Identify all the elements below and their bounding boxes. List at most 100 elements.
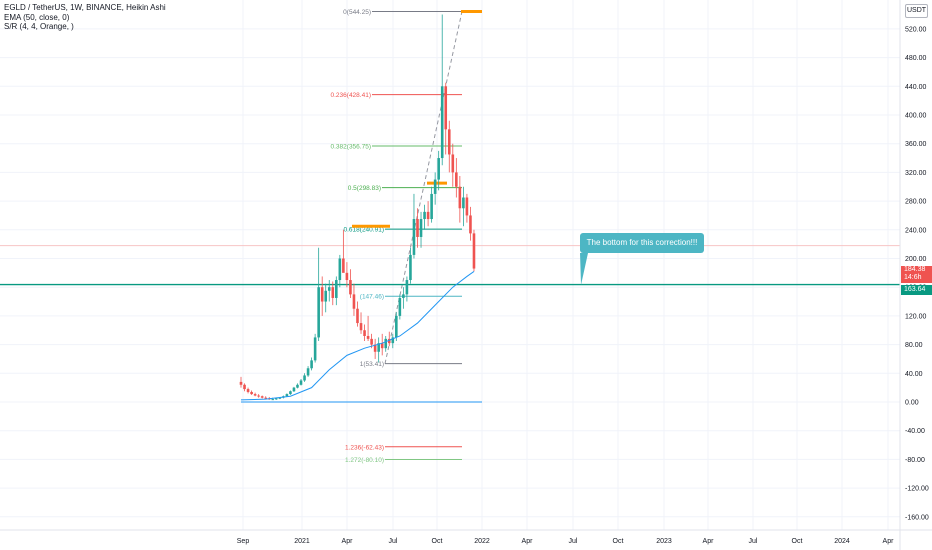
candle-body [306, 368, 310, 376]
candle-body [395, 315, 398, 338]
fib-level-label: 1.236(-62.43) [345, 444, 384, 451]
candle-body [423, 211, 426, 220]
legend-sr[interactable]: S/R (4, 4, Orange, ) [4, 22, 74, 31]
x-tick-label: Oct [432, 538, 443, 545]
candle-body [384, 338, 388, 349]
candle-body [331, 287, 335, 298]
candle-body [303, 375, 306, 381]
candle-body [338, 258, 342, 281]
candle-body [370, 338, 373, 345]
candle-body [472, 233, 476, 269]
x-tick-label: 2024 [834, 538, 850, 545]
bar-countdown: 14:6h [904, 274, 922, 281]
candles [239, 14, 476, 401]
legend-ema[interactable]: EMA (50, close, 0) [4, 12, 70, 22]
candle-body [349, 280, 352, 295]
y-tick-label: -80.00 [905, 457, 925, 464]
fib-level-label: 1.272(-80.10) [345, 457, 384, 464]
x-tick-label: Oct [792, 538, 803, 545]
candle-body [437, 158, 440, 180]
candle-body [278, 397, 282, 399]
candle-body [373, 344, 377, 352]
fib-level-label: 0.618(240.91) [344, 227, 384, 234]
last-price-value: 184.38 [904, 266, 926, 273]
candle-body [257, 395, 260, 397]
x-tick-label: Jul [569, 538, 578, 545]
candle-body [356, 308, 359, 324]
legend-symbol[interactable]: EGLD / TetherUS, 1W, BINANCE, Heikin Ash… [4, 3, 166, 12]
candle-body [359, 323, 363, 331]
last-price-tag: 184.38 14:6h [901, 266, 932, 283]
grid [0, 0, 900, 530]
x-tick-label: Oct [613, 538, 624, 545]
candle-body [285, 394, 289, 397]
fib-level-label: 0(544.25) [343, 9, 371, 16]
candle-body [363, 330, 366, 336]
candle-body [447, 129, 451, 155]
y-tick-label: 0.00 [905, 400, 919, 407]
ema-polyline [240, 271, 475, 401]
fib-level-label: 0.236(428.41) [331, 92, 371, 99]
candle-body [440, 86, 444, 159]
support-price-value: 163.64 [904, 286, 926, 293]
candle-body [412, 219, 416, 255]
candle-body [433, 179, 437, 194]
x-tick-label: Apr [883, 538, 895, 545]
x-tick-label: 2021 [294, 538, 310, 545]
currency-unit-badge[interactable]: USDT [905, 4, 928, 18]
y-tick-label: 280.00 [905, 199, 927, 206]
candle-body [462, 197, 465, 209]
x-tick-label: Apr [522, 538, 534, 545]
y-tick-label: -120.00 [905, 486, 929, 493]
y-tick-label: 480.00 [905, 55, 927, 62]
candle-body [342, 258, 345, 273]
ema-line [240, 271, 475, 401]
candle-body [243, 384, 246, 390]
y-tick-label: 240.00 [905, 227, 927, 234]
fib-level-label: 1(53.41) [360, 361, 384, 368]
fibonacci-overlay: 0(544.25) 0.236(428.41) 0.382(356.75) 0.5(2… [0, 9, 900, 464]
candle-body [398, 297, 402, 316]
candle-body [246, 389, 250, 392]
candle-body [416, 219, 419, 237]
candle-body [289, 391, 292, 395]
candle-body [310, 360, 313, 369]
y-tick-label: 440.00 [905, 84, 927, 91]
candle-body [313, 337, 317, 361]
y-tick-label: 320.00 [905, 170, 927, 177]
candle-body [377, 343, 380, 352]
candle-body [345, 272, 349, 281]
candle-body [327, 287, 331, 291]
candle-body [465, 197, 469, 216]
y-tick-label: 400.00 [905, 113, 927, 120]
y-tick-label: 120.00 [905, 313, 927, 320]
candle-body [250, 391, 253, 395]
candle-body [455, 172, 458, 187]
candle-body [402, 294, 405, 298]
support-price-tag: 163.64 [901, 285, 932, 295]
y-tick-label: 80.00 [905, 342, 923, 349]
candle-body [409, 254, 412, 281]
candle-body [317, 287, 320, 338]
y-tick-label: 40.00 [905, 371, 923, 378]
candle-body [275, 398, 278, 400]
candle-body [444, 86, 448, 130]
candle-body [320, 287, 324, 302]
y-tick-label: -40.00 [905, 428, 925, 435]
chart-legend: EGLD / TetherUS, 1W, BINANCE, Heikin Ash… [4, 3, 166, 32]
y-tick-label: 520.00 [905, 26, 927, 33]
fib-level-label: 0.5(298.83) [348, 185, 381, 192]
candle-body [253, 394, 257, 396]
candle-body [451, 154, 455, 173]
x-tick-label: 2023 [656, 538, 672, 545]
x-tick-label: Sep [237, 538, 250, 545]
annotation-callout[interactable]: The bottom for this correction!!! [580, 233, 704, 253]
candle-body [430, 193, 433, 220]
candle-body [469, 215, 472, 234]
x-tick-label: Apr [703, 538, 715, 545]
candle-body [260, 396, 264, 398]
candle-body [352, 294, 356, 309]
fib-level-label: (147.46) [360, 294, 384, 301]
